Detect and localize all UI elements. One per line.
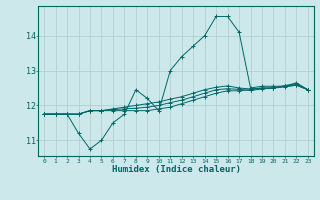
X-axis label: Humidex (Indice chaleur): Humidex (Indice chaleur) — [111, 165, 241, 174]
